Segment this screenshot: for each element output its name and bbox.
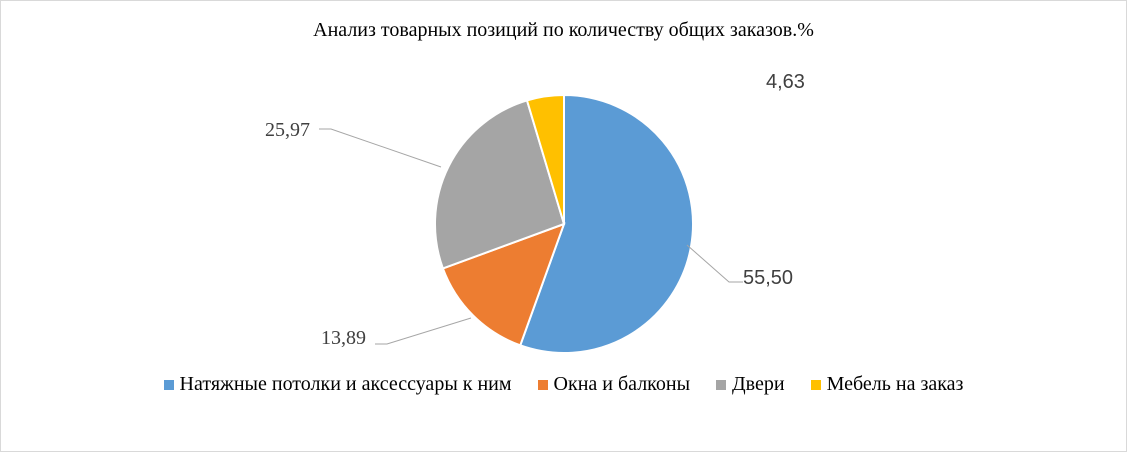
leader-line [686,244,743,283]
legend: Натяжные потолки и аксессуары к ним Окна … [1,373,1126,396]
pie-slice [518,93,694,354]
pie-slice [525,93,565,225]
legend-label: Окна и балконы [553,373,691,395]
leader-line [319,128,442,168]
legend-item: Натяжные потолки и аксессуары к ним [163,373,512,396]
pie-slice [434,99,566,270]
data-label: 13,89 [321,327,366,349]
data-label: 25,97 [265,119,310,141]
legend-item: Двери [716,373,785,396]
leader-line [375,317,472,345]
legend-label: Двери [732,373,785,395]
pie-slice [441,222,566,347]
legend-item: Окна и балконы [537,373,691,396]
legend-swatch [810,379,821,390]
legend-label: Мебель на заказ [826,373,964,395]
data-label: 4,63 [766,71,805,93]
legend-swatch [537,379,548,390]
legend-swatch [163,379,174,390]
legend-label: Натяжные потолки и аксессуары к ним [179,373,512,395]
chart-title: Анализ товарных позиций по количеству об… [313,19,814,41]
legend-item: Мебель на заказ [810,373,964,396]
legend-swatch [716,379,727,390]
data-label: 55,50 [743,267,793,289]
